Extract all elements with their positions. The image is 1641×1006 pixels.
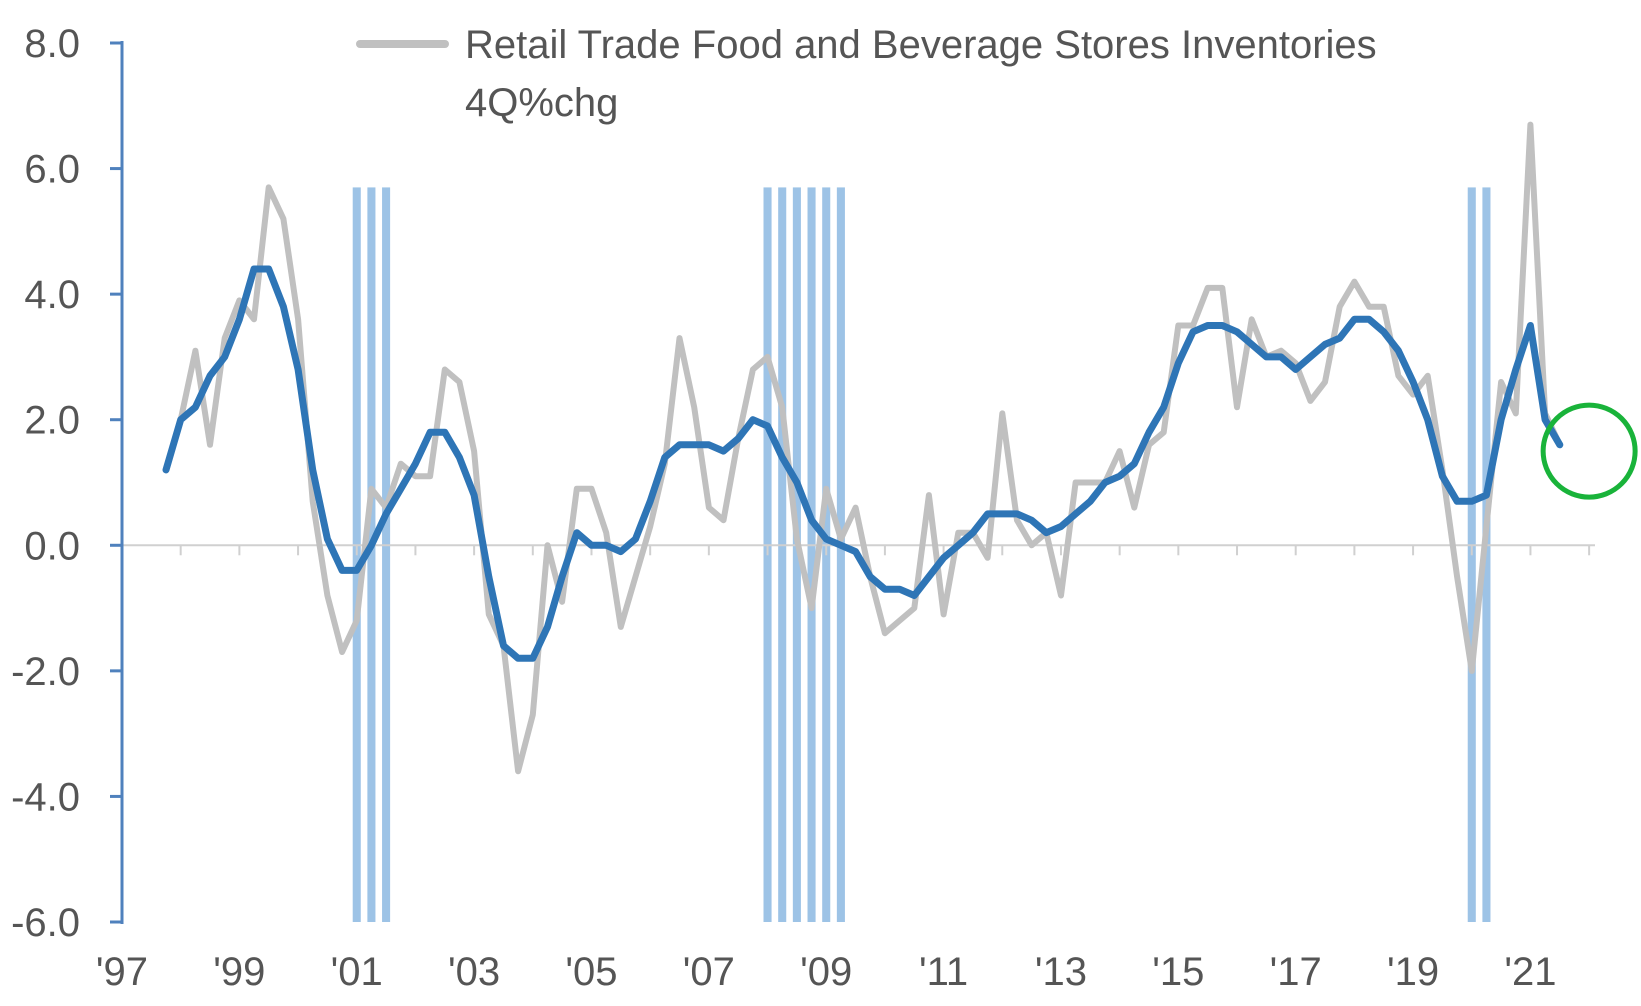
legend-label-line1: Retail Trade Food and Beverage Stores In… xyxy=(465,23,1377,67)
y-tick-label: -4.0 xyxy=(11,775,80,819)
series-line-raw xyxy=(163,121,1563,775)
x-tick-label: '13 xyxy=(1035,950,1087,994)
recession-bar-2 xyxy=(382,187,391,922)
y-tick-label: 0.0 xyxy=(24,524,80,568)
y-tick-label: 2.0 xyxy=(24,399,80,443)
x-tick-label: '17 xyxy=(1270,950,1322,994)
x-tick-label: '19 xyxy=(1387,950,1439,994)
x-tick-label: '05 xyxy=(565,950,617,994)
y-tick-label: 6.0 xyxy=(24,148,80,192)
x-tick-label: '09 xyxy=(800,950,852,994)
y-tick-label: -6.0 xyxy=(11,901,80,945)
y-tick-label: 8.0 xyxy=(24,22,80,66)
recession-bar-8 xyxy=(836,187,845,922)
recession-bar-4 xyxy=(778,187,787,922)
x-tick-label: '99 xyxy=(213,950,265,994)
y-tick-label: 4.0 xyxy=(24,273,80,317)
x-tick-label: '01 xyxy=(331,950,383,994)
highlight-circle xyxy=(1540,402,1638,500)
x-tick-label: '21 xyxy=(1504,950,1556,994)
x-tick-label: '97 xyxy=(96,950,148,994)
x-tick-label: '15 xyxy=(1152,950,1204,994)
x-axis-tick-labels: '97 '99 '01 '03 '05 '07 '09 '11 '13 '15 '17 '19 '21 xyxy=(96,950,1557,994)
recession-bar-6 xyxy=(807,187,816,922)
recession-bar-1 xyxy=(367,187,376,922)
legend: Retail Trade Food and Beverage Stores In… xyxy=(356,23,1377,125)
series-line-avg xyxy=(162,265,1564,662)
x-tick-label: '11 xyxy=(919,950,968,994)
recession-bar-5 xyxy=(792,187,801,922)
y-axis xyxy=(110,41,124,924)
x-tick-label: '07 xyxy=(683,950,735,994)
series-lines xyxy=(162,121,1564,775)
x-tick-label: '03 xyxy=(448,950,500,994)
y-axis-tick-labels: 8.0 6.0 4.0 2.0 0.0 -2.0 -4.0 -6.0 xyxy=(11,22,80,945)
y-tick-label: -2.0 xyxy=(11,650,80,694)
legend-label-line2: 4Q%chg xyxy=(465,81,618,125)
